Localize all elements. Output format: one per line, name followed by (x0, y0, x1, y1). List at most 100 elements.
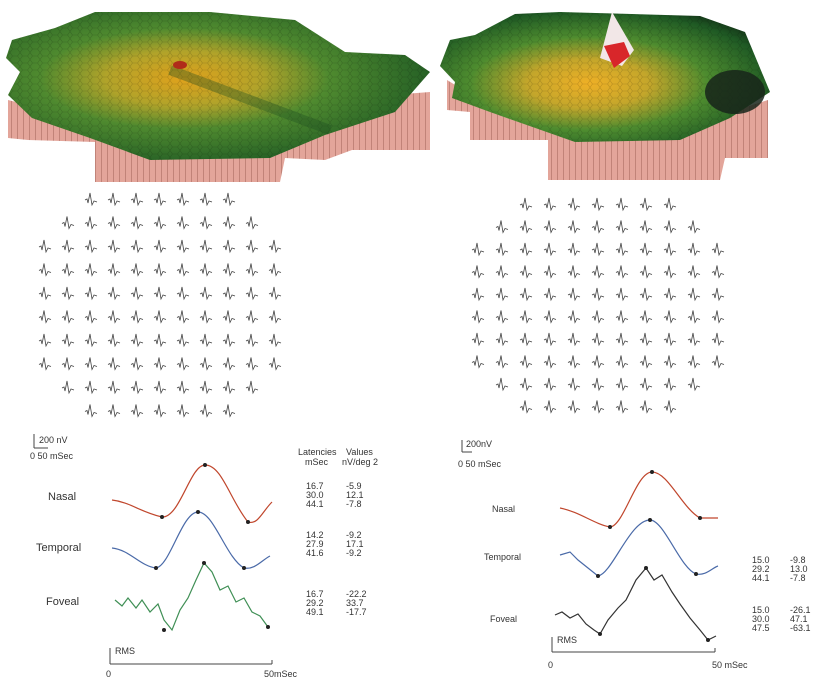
local-response-trace (711, 242, 725, 257)
local-response-trace (663, 377, 677, 392)
left-temporal-lat-3: 41.6 (306, 548, 324, 558)
local-response-trace (567, 287, 581, 302)
local-response-trace (639, 310, 653, 324)
local-response-trace (107, 333, 121, 348)
local-response-trace (687, 377, 701, 392)
local-response-trace (639, 197, 653, 212)
local-response-trace (153, 263, 167, 277)
local-response-trace (687, 287, 701, 302)
local-response-trace (519, 220, 533, 234)
local-response-trace (130, 239, 144, 254)
local-response-trace (61, 263, 75, 277)
local-response-trace (471, 287, 485, 302)
local-response-trace (591, 400, 605, 414)
local-response-trace (519, 400, 533, 414)
local-response-trace (84, 286, 98, 301)
local-response-trace (268, 357, 282, 371)
local-response-trace (543, 310, 557, 324)
local-response-trace (245, 263, 259, 277)
local-response-trace (543, 400, 557, 414)
right-time-axis: RMS 0 50 mSec (548, 635, 748, 670)
local-response-trace (84, 380, 98, 395)
local-response-trace (222, 310, 236, 324)
local-response-trace (519, 242, 533, 257)
local-response-trace (245, 333, 259, 348)
local-response-trace (84, 333, 98, 348)
local-response-trace (222, 239, 236, 254)
left-foveal-val-3: -17.7 (346, 607, 367, 617)
local-response-trace (38, 263, 52, 277)
local-response-trace (222, 216, 236, 230)
local-response-trace (61, 239, 75, 254)
left-3d-topography (6, 12, 430, 182)
local-response-trace (84, 239, 98, 254)
local-response-trace (471, 332, 485, 347)
local-response-trace (687, 242, 701, 257)
local-response-trace (176, 216, 190, 230)
local-response-trace (84, 357, 98, 371)
local-response-trace (687, 310, 701, 324)
local-response-trace (567, 377, 581, 392)
local-response-trace (495, 287, 509, 302)
right-temporal-trace (559, 519, 719, 577)
local-response-trace (61, 286, 75, 301)
left-amplitude-scale: 200 nV (39, 435, 68, 445)
local-response-trace (153, 216, 167, 230)
right-nasal-label: Nasal (492, 504, 515, 514)
local-response-trace (567, 400, 581, 414)
right-temporal-val-3: -7.8 (790, 573, 806, 583)
local-response-trace (567, 265, 581, 279)
local-response-trace (519, 310, 533, 324)
local-response-trace (663, 332, 677, 347)
local-response-trace (519, 377, 533, 392)
local-response-trace (543, 265, 557, 279)
right-foveal-val-3: -63.1 (790, 623, 811, 633)
local-response-trace (591, 287, 605, 302)
right-foveal-val-2: 47.1 (790, 614, 808, 624)
local-response-trace (107, 380, 121, 395)
local-response-trace (591, 355, 605, 369)
local-response-trace (130, 333, 144, 348)
local-response-trace (663, 242, 677, 257)
local-response-trace (567, 242, 581, 257)
local-response-trace (245, 286, 259, 301)
local-response-trace (61, 310, 75, 324)
local-response-trace (268, 239, 282, 254)
left-foveal-val-1: -22.2 (346, 589, 367, 599)
left-foveal-trace (114, 561, 269, 632)
local-response-trace (153, 286, 167, 301)
local-response-trace (663, 197, 677, 212)
local-response-trace (639, 377, 653, 392)
local-response-trace (615, 377, 629, 392)
local-response-trace (84, 192, 98, 207)
local-response-trace (639, 287, 653, 302)
local-response-trace (222, 263, 236, 277)
local-response-trace (519, 197, 533, 212)
local-response-trace (591, 220, 605, 234)
left-temporal-lat-1: 14.2 (306, 530, 324, 540)
left-nasal-label: Nasal (48, 491, 76, 503)
local-response-trace (495, 220, 509, 234)
local-response-trace (130, 310, 144, 324)
local-response-trace (199, 286, 213, 301)
right-foveal-trace (554, 566, 717, 641)
right-rms-label: RMS (557, 635, 577, 645)
left-foveal-lat-2: 29.2 (306, 598, 324, 608)
local-response-trace (107, 357, 121, 371)
local-response-trace (543, 377, 557, 392)
local-response-trace (663, 220, 677, 234)
right-temporal-val-2: 13.0 (790, 564, 808, 574)
local-response-trace (639, 400, 653, 414)
local-response-trace (639, 332, 653, 347)
local-response-trace (567, 332, 581, 347)
left-foveal-val-2: 33.7 (346, 598, 364, 608)
local-response-trace (153, 333, 167, 348)
left-averaged-traces: Nasal Temporal Foveal (36, 463, 273, 632)
local-response-trace (663, 310, 677, 324)
local-response-trace (663, 355, 677, 369)
right-foveal-lat-2: 30.0 (752, 614, 770, 624)
local-response-trace (107, 310, 121, 324)
local-response-trace (687, 265, 701, 279)
local-response-trace (245, 357, 259, 371)
right-3d-topography (440, 12, 770, 180)
